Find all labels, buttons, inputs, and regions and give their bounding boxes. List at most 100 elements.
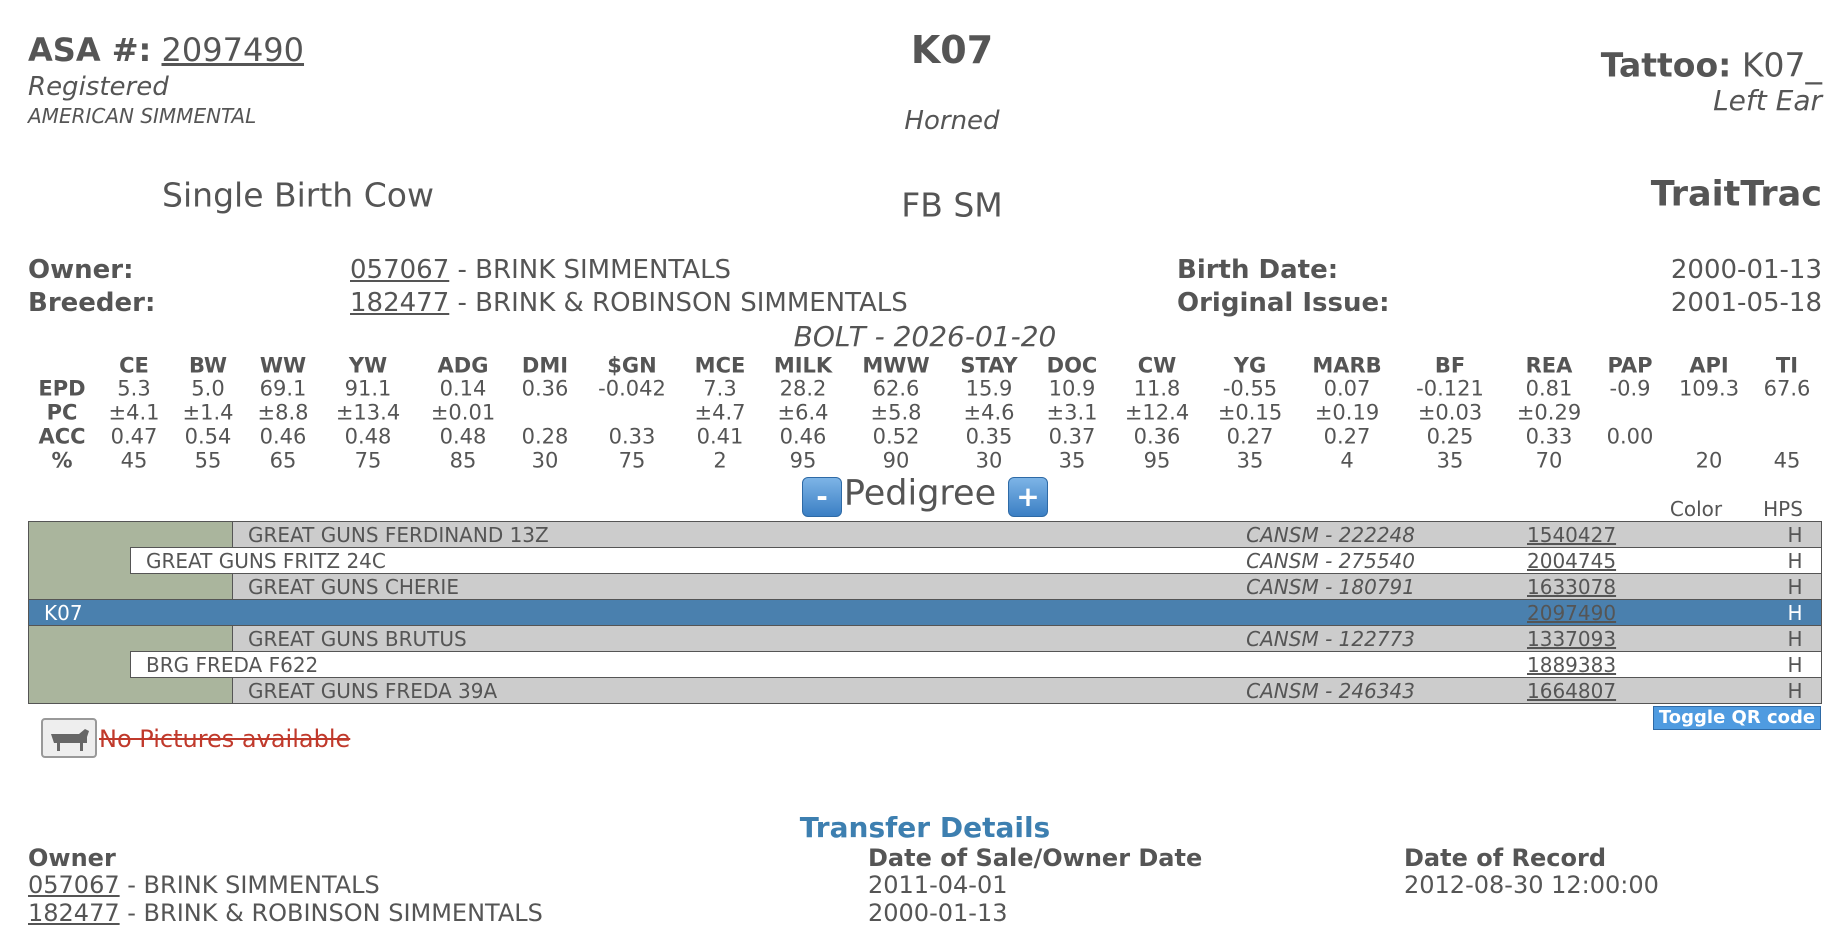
epd-cell: 85 [449,448,477,473]
epd-column: $GN [607,353,657,378]
epd-cell: -0.9 [1609,376,1651,401]
birth-type: Single Birth Cow [162,175,434,215]
hps: H [1787,627,1803,651]
epd-cell: 0.48 [344,424,392,449]
reg-number[interactable]: 1633078 [1527,575,1617,599]
breeder-id[interactable]: 182477 [350,288,450,318]
tattoo-line: Tattoo: K07_ [1601,49,1822,82]
epd-column: PAP [1607,353,1653,378]
collapse-button-label: - [816,480,828,513]
reg-number[interactable]: 2097490 [1527,601,1617,625]
owner-name: - BRINK SIMMENTALS [457,255,732,285]
transfer-owner-id[interactable]: 182477 [28,899,120,927]
epd-column: YG [1233,353,1267,378]
epd-row-label: ACC [38,424,86,449]
epd-cell: 75 [354,448,382,473]
registration: CANSM - 122773 [1246,627,1415,651]
reg-number[interactable]: 1337093 [1527,627,1617,651]
transfer-owner-id[interactable]: 057067 [28,871,120,899]
epd-cell: 0.41 [696,424,744,449]
epd-cell: 4 [1340,448,1354,473]
epd-cell: -0.121 [1416,376,1484,401]
pedigree-name: K07 [44,601,83,625]
epd-column: YW [348,353,388,378]
epd-cell: 0.48 [439,424,487,449]
horned: Horned [904,106,1000,136]
reg-number[interactable]: 2004745 [1527,549,1617,573]
epd-cell: 0.47 [110,424,158,449]
birth-date-label: Birth Date: [1177,255,1339,285]
owner-id[interactable]: 057067 [350,255,450,285]
transfer-owner-name: - BRINK & ROBINSON SIMMENTALS [127,899,543,927]
birth-date: 2000-01-13 [1670,255,1822,285]
expand-button-label: + [1016,480,1040,513]
pedigree-name: BRG FREDA F622 [146,653,319,677]
pedigree-row [232,677,1822,704]
pedigree-name: GREAT GUNS CHERIE [248,575,459,599]
registration: CANSM - 246343 [1246,679,1415,703]
epd-cell: ±4.6 [963,400,1015,425]
epd-cell: ±4.1 [108,400,160,425]
epd-cell: ±5.8 [870,400,922,425]
color-header: Color [1669,497,1723,521]
epd-cell: 0.33 [608,424,656,449]
collapse-button[interactable]: - [802,477,842,517]
epd-column: DOC [1046,353,1098,378]
reg-number[interactable]: 1540427 [1527,523,1617,547]
asa-label: ASA #: [28,31,152,69]
pedigree-name: GREAT GUNS FERDINAND 13Z [248,523,549,547]
epd-column: ADG [437,353,489,378]
epd-cell: ±0.01 [430,400,496,425]
status: Registered [28,72,169,102]
epd-cell: 15.9 [965,376,1013,401]
hps: H [1787,523,1803,547]
epd-column: MCE [694,353,746,378]
epd-row-label: % [51,448,73,473]
epd-row-label: EPD [38,376,86,401]
transfer-title: Transfer Details [799,811,1051,844]
tattoo: K07_ [1741,45,1822,85]
epd-cell: 0.25 [1426,424,1474,449]
epd-cell: ±12.4 [1124,400,1190,425]
expand-button[interactable]: + [1008,477,1048,517]
pedigree-row [232,625,1822,652]
transfer-header: Date of Sale/Owner Date [868,844,1203,872]
hps: H [1787,549,1803,573]
transfer-owner: 057067 - BRINK SIMMENTALS [28,873,380,897]
epd-cell: 35 [1436,448,1464,473]
asa-number[interactable]: 2097490 [161,31,305,69]
epd-cell: 95 [1143,448,1171,473]
epd-cell: 0.27 [1226,424,1274,449]
epd-cell: 0.54 [184,424,232,449]
epd-cell: 0.00 [1606,424,1654,449]
toggle-qr-button[interactable]: Toggle QR code [1653,706,1821,730]
registration: CANSM - 222248 [1246,523,1415,547]
original-issue-label: Original Issue: [1177,288,1390,318]
date-of-record: 2012-08-30 12:00:00 [1404,871,1659,899]
epd-cell: 0.52 [872,424,920,449]
reg-number[interactable]: 1889383 [1527,653,1617,677]
epd-cell: 11.8 [1133,376,1181,401]
epd-column: REA [1525,353,1573,378]
epd-cell: 95 [789,448,817,473]
epd-cell: ±13.4 [335,400,401,425]
epd-column: API [1689,353,1729,378]
asa-line: ASA #: 2097490 [28,34,304,66]
reg-number[interactable]: 1664807 [1527,679,1617,703]
no-pictures: No Pictures available [99,725,351,753]
pedigree-name: GREAT GUNS FRITZ 24C [146,549,386,573]
epd-cell: 0.36 [521,376,569,401]
epd-cell: 0.37 [1048,424,1096,449]
epd-cell: 5.0 [191,376,225,401]
epd-cell: -0.55 [1222,376,1278,401]
epd-cell: ±0.19 [1314,400,1380,425]
epd-cell: 0.81 [1525,376,1573,401]
breed: AMERICAN SIMMENTAL [28,104,257,128]
epd-cell: 10.9 [1048,376,1096,401]
epd-cell: ±6.4 [777,400,829,425]
toggle-qr-label: Toggle QR code [1658,707,1816,728]
date-of-sale: 2011-04-01 [868,871,1008,899]
epd-cell: 0.14 [439,376,487,401]
pedigree-name: GREAT GUNS BRUTUS [248,627,467,651]
hps: H [1787,601,1803,625]
